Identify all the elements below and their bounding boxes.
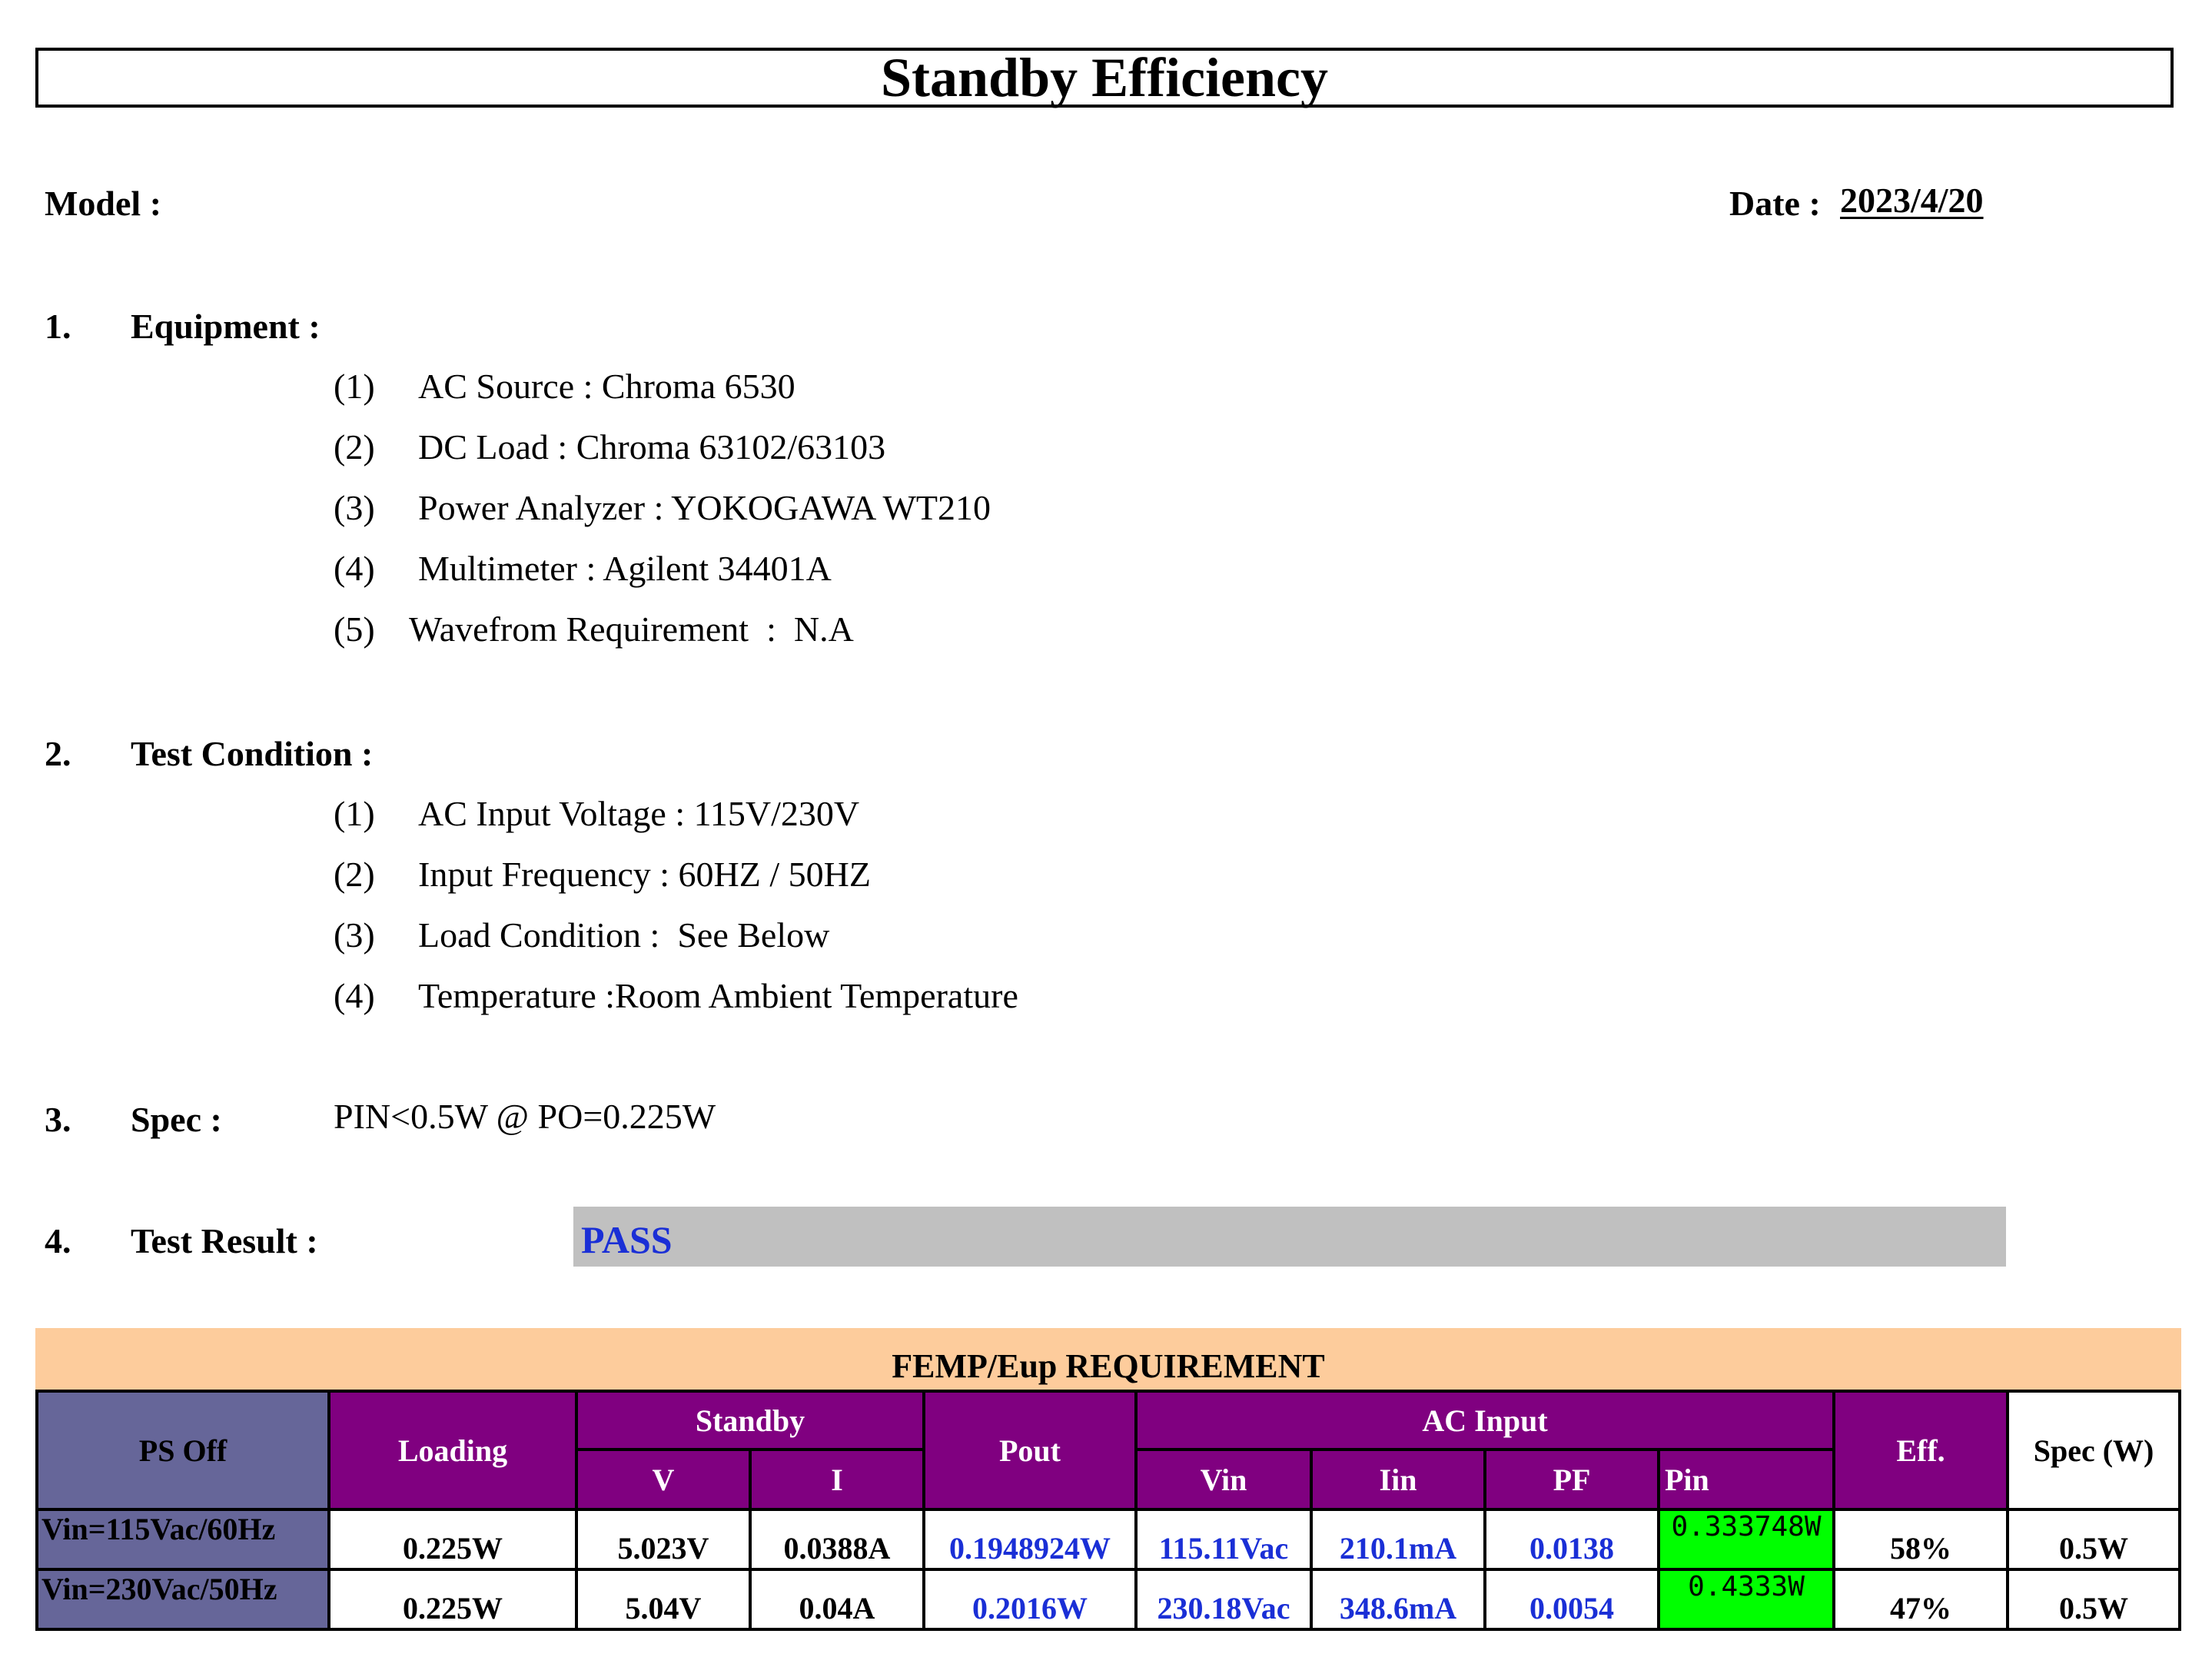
item-number: (2) (334, 427, 375, 467)
item-number: (4) (334, 976, 375, 1015)
equipment-item: (5) Wavefrom Requirement : N.A (334, 609, 854, 649)
item-text: AC Input Voltage : 115V/230V (418, 794, 860, 833)
condition-item: (1) AC Input Voltage : 115V/230V (334, 793, 859, 834)
condition-item: (4) Temperature :Room Ambient Temperature (334, 975, 1018, 1016)
header-iin: Iin (1310, 1448, 1486, 1511)
item-number: (4) (334, 549, 375, 588)
model-label: Model : (45, 184, 162, 223)
date-value: 2023/4/20 (1840, 181, 1984, 220)
section-1-number: 1. (45, 307, 71, 346)
item-number: (3) (334, 915, 375, 955)
equipment-item: (3) Power Analyzer : YOKOGAWA WT210 (334, 487, 991, 528)
header-pf: PF (1483, 1448, 1660, 1511)
cell-pout: 0.2016W (922, 1568, 1138, 1631)
item-number: (1) (334, 367, 375, 406)
header-pin: Pin (1656, 1448, 1836, 1511)
item-text: Multimeter : Agilent 34401A (418, 549, 832, 588)
section-2-label: Test Condition : (131, 734, 374, 773)
cell-i: 0.04A (749, 1568, 925, 1631)
requirement-band (35, 1328, 2181, 1391)
row-label: Vin=115Vac/60Hz (35, 1508, 330, 1571)
header-spec: Spec (W) (2006, 1390, 2182, 1511)
header-ps-off: PS Off (35, 1390, 330, 1511)
cell-pin: 0.333748W (1656, 1508, 1836, 1571)
section-4-number: 4. (45, 1221, 71, 1260)
item-text: Wavefrom Requirement : N.A (409, 609, 854, 649)
date-label: Date : (1729, 184, 1821, 223)
item-text: Power Analyzer : YOKOGAWA WT210 (418, 488, 991, 527)
condition-item: (3) Load Condition : See Below (334, 915, 829, 955)
cell-eff: 47% (1832, 1568, 2010, 1631)
section-2-number: 2. (45, 734, 71, 773)
cell-loading: 0.225W (327, 1568, 578, 1631)
equipment-item: (2) DC Load : Chroma 63102/63103 (334, 427, 885, 467)
item-number: (3) (334, 488, 375, 527)
cell-spec: 0.5W (2006, 1508, 2182, 1571)
section-4-label: Test Result : (131, 1221, 318, 1260)
cell-iin: 348.6mA (1310, 1568, 1486, 1631)
header-loading: Loading (327, 1390, 578, 1511)
item-number: (2) (334, 855, 375, 894)
result-bar (573, 1207, 2006, 1267)
condition-item: (2) Input Frequency : 60HZ / 50HZ (334, 854, 871, 895)
section-3-label: Spec : (131, 1100, 222, 1139)
item-number: (5) (334, 609, 375, 649)
header-ac-input: AC Input (1134, 1390, 1836, 1451)
cell-iin: 210.1mA (1310, 1508, 1486, 1571)
item-text: Temperature :Room Ambient Temperature (418, 976, 1018, 1015)
item-number: (1) (334, 794, 375, 833)
cell-eff: 58% (1832, 1508, 2010, 1571)
header-v: V (575, 1448, 752, 1511)
header-vin: Vin (1134, 1448, 1313, 1511)
section-3-number: 3. (45, 1100, 71, 1139)
cell-vin: 230.18Vac (1134, 1568, 1313, 1631)
item-text: AC Source : Chroma 6530 (418, 367, 795, 406)
cell-vin: 115.11Vac (1134, 1508, 1313, 1571)
cell-pf: 0.0138 (1483, 1508, 1660, 1571)
test-result-value: PASS (581, 1218, 673, 1261)
header-i: I (749, 1448, 925, 1511)
cell-i: 0.0388A (749, 1508, 925, 1571)
equipment-item: (1) AC Source : Chroma 6530 (334, 366, 795, 407)
efficiency-table: PS Off Loading Standby Pout AC Input Eff… (35, 1390, 2182, 1631)
section-1-label: Equipment : (131, 307, 321, 346)
cell-spec: 0.5W (2006, 1568, 2182, 1631)
requirement-title: FEMP/Eup REQUIREMENT (892, 1347, 1325, 1385)
title-box: Standby Efficiency (35, 48, 2174, 108)
page-title: Standby Efficiency (880, 47, 1329, 108)
cell-loading: 0.225W (327, 1508, 578, 1571)
table-row: Vin=230Vac/50Hz 0.225W 5.04V 0.04A 0.201… (35, 1568, 2182, 1631)
item-text: DC Load : Chroma 63102/63103 (418, 427, 886, 467)
header-pout: Pout (922, 1390, 1138, 1511)
equipment-item: (4) Multimeter : Agilent 34401A (334, 548, 832, 589)
cell-pout: 0.1948924W (922, 1508, 1138, 1571)
spec-value: PIN<0.5W @ PO=0.225W (334, 1097, 716, 1136)
cell-pf: 0.0054 (1483, 1568, 1660, 1631)
header-eff: Eff. (1832, 1390, 2010, 1511)
cell-pin: 0.4333W (1656, 1568, 1836, 1631)
item-text: Load Condition : See Below (418, 915, 830, 955)
header-standby: Standby (575, 1390, 925, 1451)
row-label: Vin=230Vac/50Hz (35, 1568, 330, 1631)
cell-v: 5.023V (575, 1508, 752, 1571)
item-text: Input Frequency : 60HZ / 50HZ (418, 855, 871, 894)
cell-v: 5.04V (575, 1568, 752, 1631)
table-row: Vin=115Vac/60Hz 0.225W 5.023V 0.0388A 0.… (35, 1508, 2182, 1571)
